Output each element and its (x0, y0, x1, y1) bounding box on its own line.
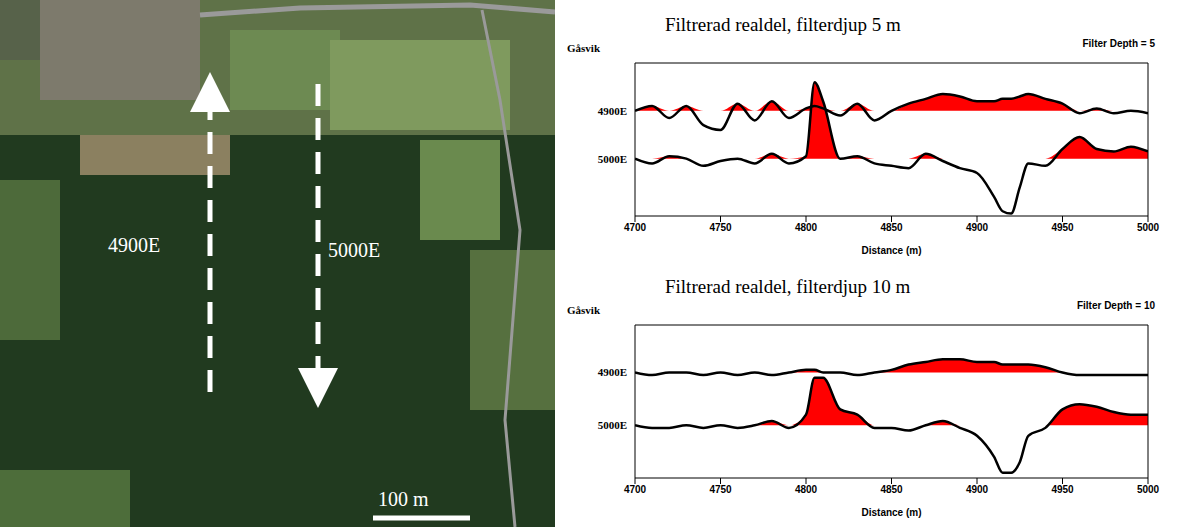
html-text:Gåsvik: Gåsvik (567, 304, 600, 316)
svg-text:5000E: 5000E (598, 153, 627, 165)
html-text:Filtrerad realdel, filterdjup: Filtrerad realdel, filterdjup 5 m (665, 14, 901, 35)
svg-text:4900E: 4900E (108, 234, 160, 256)
svg-text:4900E: 4900E (598, 105, 627, 117)
svg-text:5000E: 5000E (328, 239, 380, 261)
svg-text:4850: 4850 (880, 222, 903, 233)
svg-text:Distance (m): Distance (m) (861, 507, 921, 518)
svg-text:5000: 5000 (1137, 484, 1160, 495)
svg-text:4950: 4950 (1051, 484, 1074, 495)
svg-text:Distance (m): Distance (m) (861, 245, 921, 256)
svg-text:4750: 4750 (709, 484, 732, 495)
svg-text:4900: 4900 (966, 484, 989, 495)
svg-text:4800: 4800 (795, 484, 818, 495)
svg-text:4800: 4800 (795, 222, 818, 233)
html-text:Filter Depth = 5: Filter Depth = 5 (1082, 38, 1155, 49)
svg-text:100 m: 100 m (378, 488, 429, 510)
html-text:Filtrerad realdel, filterdjup: Filtrerad realdel, filterdjup 10 m (665, 276, 911, 297)
html-text:Gåsvik: Gåsvik (567, 42, 600, 54)
svg-text:4700: 4700 (624, 484, 647, 495)
svg-text:4850: 4850 (880, 484, 903, 495)
svg-text:4750: 4750 (709, 222, 732, 233)
svg-text:4900E: 4900E (598, 366, 627, 378)
svg-text:5000: 5000 (1137, 222, 1160, 233)
svg-text:5000E: 5000E (598, 419, 627, 431)
svg-text:4950: 4950 (1051, 222, 1074, 233)
svg-text:4700: 4700 (624, 222, 647, 233)
html-text:Filter Depth = 10: Filter Depth = 10 (1076, 300, 1155, 311)
svg-text:4900: 4900 (966, 222, 989, 233)
